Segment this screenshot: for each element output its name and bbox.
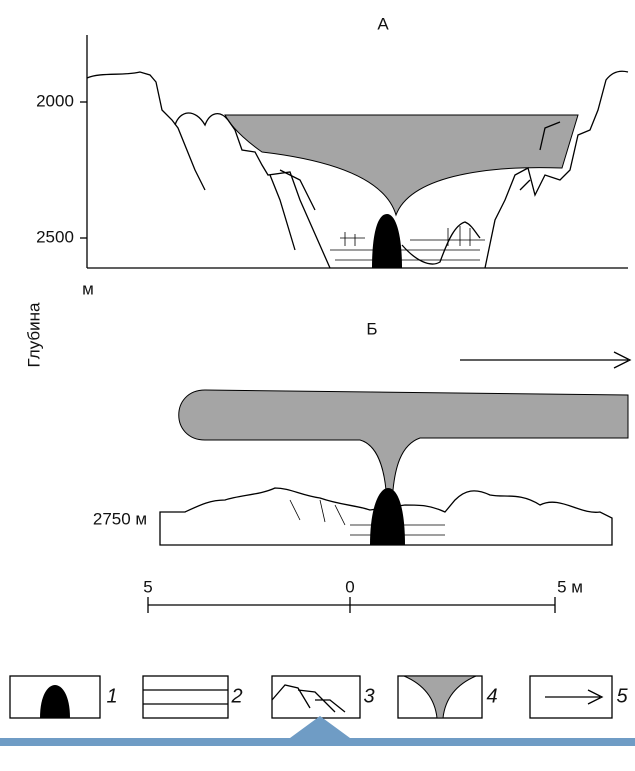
panel-title: Б bbox=[366, 319, 377, 338]
y-axis-label: Глубина bbox=[24, 302, 43, 367]
y-tick-label: 2000 bbox=[36, 91, 74, 110]
y-tick-label: 2500 bbox=[36, 227, 74, 246]
scale-label: 5 bbox=[143, 577, 152, 596]
panel-b-drawing bbox=[159, 351, 632, 546]
legend bbox=[9, 675, 613, 719]
depth-label: 2750 м bbox=[93, 509, 147, 528]
axis-unit: м bbox=[82, 279, 94, 298]
bottom-bar bbox=[0, 716, 635, 746]
legend-number: 3 bbox=[363, 685, 374, 707]
legend-number: 2 bbox=[230, 685, 242, 707]
panel-title: А bbox=[377, 14, 389, 33]
scale-label: 5 м bbox=[557, 577, 583, 596]
legend-number: 1 bbox=[106, 685, 117, 707]
scale-label: 0 bbox=[345, 577, 354, 596]
panel-a-drawing bbox=[80, 35, 629, 269]
legend-number: 4 bbox=[486, 685, 497, 707]
scale-bar bbox=[147, 597, 556, 613]
legend-number: 5 bbox=[616, 685, 628, 707]
